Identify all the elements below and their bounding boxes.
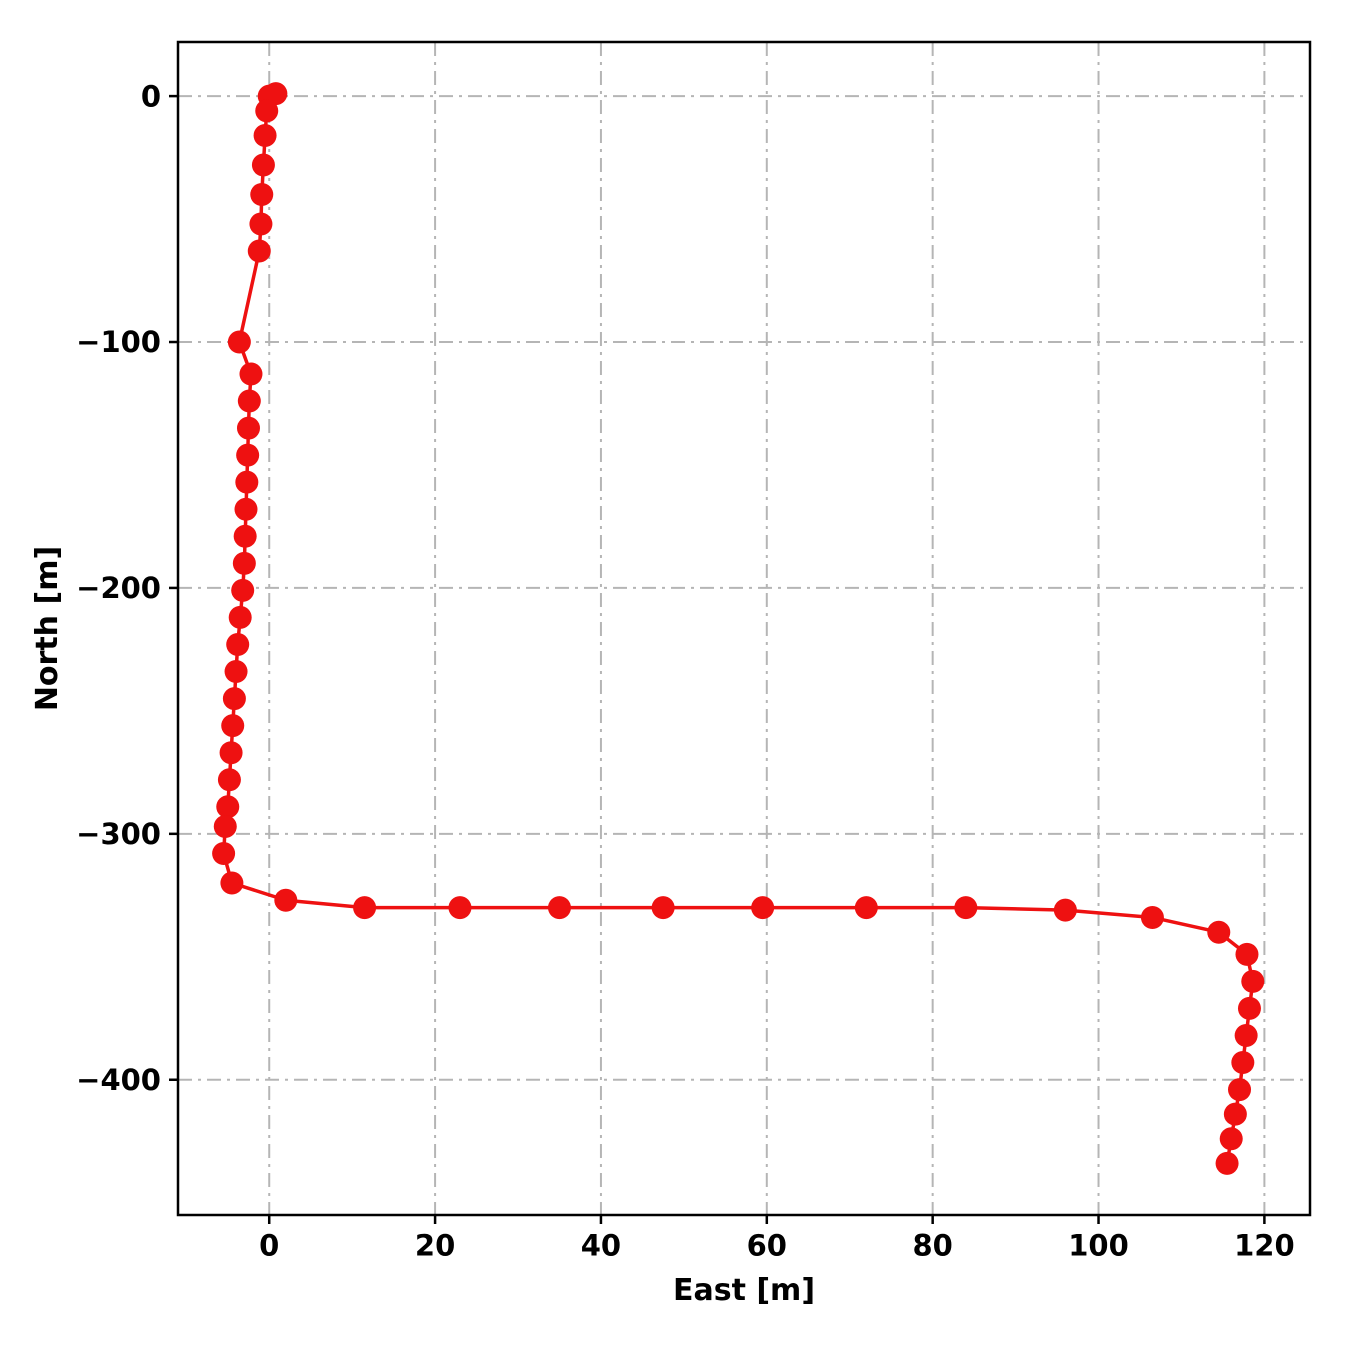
data-point-marker (448, 896, 472, 920)
x-tick-label: 40 (581, 1229, 621, 1263)
x-axis-label: East [m] (673, 1273, 815, 1308)
data-point-marker (212, 842, 236, 866)
data-point-marker (253, 123, 277, 147)
data-point-marker (751, 896, 775, 920)
y-axis: 0 −100 −200 −300 −400 (76, 79, 178, 1097)
data-point-marker (239, 362, 263, 386)
y-tick-label: −100 (76, 325, 161, 359)
x-tick-label: 120 (1234, 1229, 1295, 1263)
data-point-marker (1231, 1051, 1255, 1075)
x-tick-label: 60 (747, 1229, 787, 1263)
data-point-marker (1219, 1127, 1243, 1151)
data-point-marker (233, 524, 257, 548)
data-point-marker (234, 497, 258, 521)
data-point-marker (651, 896, 675, 920)
axes-frame (176, 40, 1312, 1217)
data-point-marker (228, 605, 252, 629)
data-point-marker (237, 389, 261, 413)
data-point-marker (236, 416, 260, 440)
x-tick-label: 80 (912, 1229, 952, 1263)
y-axis-label: North [m] (30, 546, 65, 711)
grid (178, 42, 1310, 1215)
data-point-marker (235, 470, 259, 494)
data-point-marker (1053, 898, 1077, 922)
data-point-marker (1140, 905, 1164, 929)
data-point-marker (1241, 969, 1265, 993)
data-point-marker (236, 443, 260, 467)
y-tick-label: −400 (76, 1063, 161, 1097)
data-point-marker (231, 578, 255, 602)
data-point-marker (222, 687, 246, 711)
x-tick-label: 20 (415, 1229, 455, 1263)
x-tick-label: 0 (259, 1229, 279, 1263)
data-point-marker (1234, 1023, 1258, 1047)
data-point-marker (247, 239, 271, 263)
x-axis: 0 20 40 60 80 100 120 (259, 1215, 1295, 1263)
data-point-marker (221, 714, 245, 738)
y-tick-label: −300 (76, 817, 161, 851)
data-point-marker (250, 182, 274, 206)
data-point-marker (224, 660, 248, 684)
data-point-marker (1228, 1078, 1252, 1102)
data-point-marker (216, 795, 240, 819)
data-point-marker (1223, 1102, 1247, 1126)
data-point-marker (547, 896, 571, 920)
data-point-marker (1207, 920, 1231, 944)
data-point-marker (219, 741, 243, 765)
data-point-marker (232, 551, 256, 575)
x-tick-label: 100 (1068, 1229, 1129, 1263)
data-point-marker (353, 896, 377, 920)
data-point-marker (255, 99, 279, 123)
data-point-marker (1215, 1151, 1239, 1175)
data-point-marker (954, 896, 978, 920)
data-point-marker (226, 632, 250, 656)
data-point-marker (249, 212, 273, 236)
data-point-marker (251, 153, 275, 177)
y-tick-label: 0 (141, 79, 161, 113)
data-point-marker (213, 814, 237, 838)
y-tick-label: −200 (76, 571, 161, 605)
data-point-marker (220, 871, 244, 895)
data-point-marker (274, 888, 298, 912)
data-point-marker (1237, 996, 1261, 1020)
series-vehicle-trajectory (212, 82, 1265, 1175)
data-point-marker (1235, 942, 1259, 966)
data-point-marker (854, 896, 878, 920)
data-point-marker (227, 330, 251, 354)
data-point-marker (217, 768, 241, 792)
